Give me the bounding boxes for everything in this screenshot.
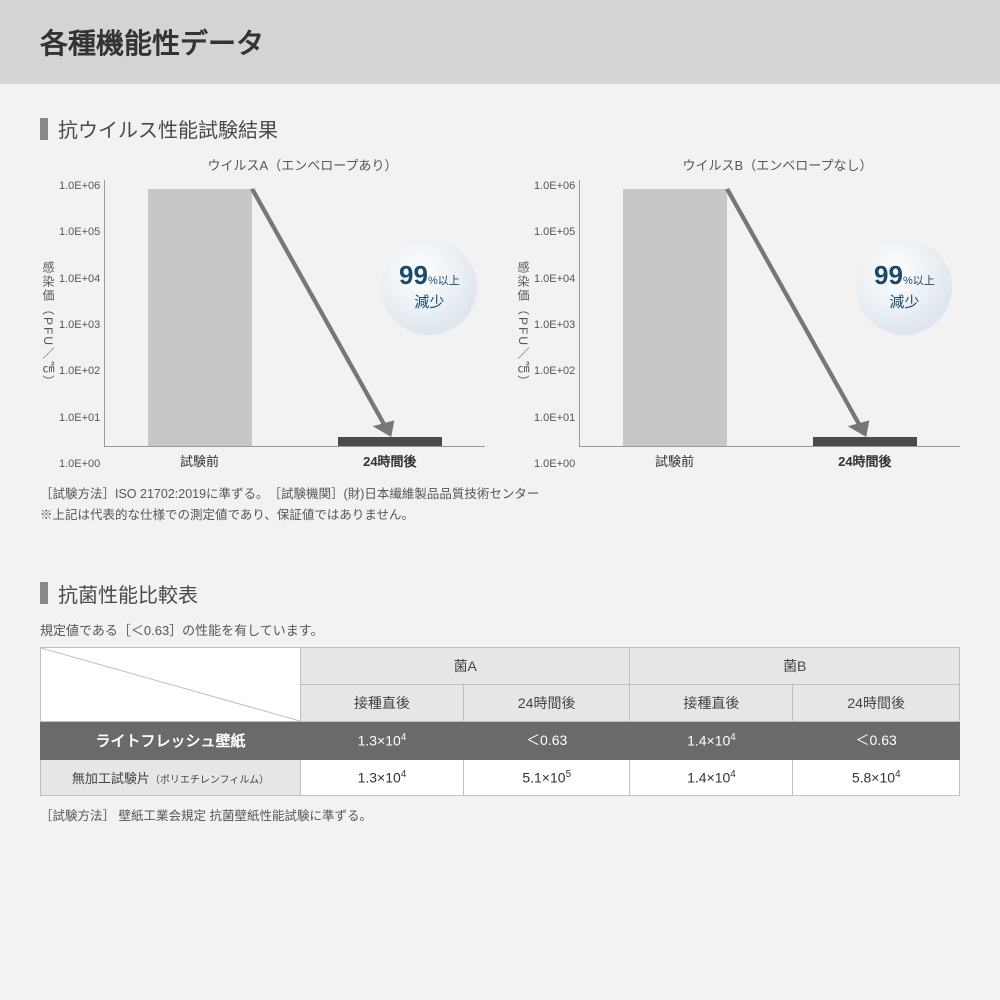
charts-row: ウイルスA（エンベロープあり）感染価（PFU／㎠）1.0E+061.0E+051… bbox=[40, 155, 960, 470]
table-row: 無加工試験片（ポリエチレンフィルム）1.3×1045.1×1051.4×1045… bbox=[41, 759, 960, 795]
x-ticks: 試験前24時間後 bbox=[579, 451, 960, 470]
x-tick: 24時間後 bbox=[295, 451, 485, 470]
section2-title: 抗菌性能比較表 bbox=[40, 579, 960, 608]
section2-subhead: 規定値である［＜0.63］の性能を有しています。 bbox=[40, 620, 960, 639]
plot-area: 99%以上減少 bbox=[104, 180, 485, 447]
page-title: 各種機能性データ bbox=[0, 0, 1000, 84]
y-tick: 1.0E+02 bbox=[534, 365, 575, 377]
table-cell: 5.1×105 bbox=[463, 759, 630, 795]
comparison-table: 菌A菌B接種直後24時間後接種直後24時間後 ライトフレッシュ壁紙1.3×104… bbox=[40, 647, 960, 796]
content: 抗ウイルス性能試験結果 ウイルスA（エンベロープあり）感染価（PFU／㎠）1.0… bbox=[0, 84, 1000, 827]
sub-header: 24時間後 bbox=[793, 684, 960, 721]
group-header: 菌A bbox=[301, 647, 630, 684]
reduction-badge: 99%以上減少 bbox=[381, 239, 477, 335]
sub-header: 接種直後 bbox=[630, 684, 793, 721]
y-ticks: 1.0E+06 1.0E+05 1.0E+04 1.0E+03 1.0E+02 1.0E+… bbox=[534, 180, 579, 470]
table-cell: 1.3×104 bbox=[301, 759, 464, 795]
y-ticks: 1.0E+06 1.0E+05 1.0E+04 1.0E+03 1.0E+02 1.0E+… bbox=[59, 180, 104, 470]
footnote-line2: ※上記は代表的な仕様での測定値であり、保証値ではありません。 bbox=[40, 505, 960, 526]
table-head: 菌A菌B接種直後24時間後接種直後24時間後 bbox=[41, 647, 960, 721]
chart-block: ウイルスB（エンベロープなし）感染価（PFU／㎠）1.0E+061.0E+051… bbox=[515, 155, 960, 470]
table-cell: 1.4×104 bbox=[630, 721, 793, 759]
y-tick: 1.0E+03 bbox=[59, 319, 100, 331]
x-ticks: 試験前24時間後 bbox=[104, 451, 485, 470]
y-tick: 1.0E+06 bbox=[59, 180, 100, 192]
y-tick: 1.0E+01 bbox=[59, 412, 100, 424]
x-tick: 試験前 bbox=[104, 451, 294, 470]
y-axis-label: 感染価（PFU／㎠） bbox=[40, 261, 59, 389]
y-tick: 1.0E+00 bbox=[534, 458, 575, 470]
table-cell: 1.4×104 bbox=[630, 759, 793, 795]
chart-block: ウイルスA（エンベロープあり）感染価（PFU／㎠）1.0E+061.0E+051… bbox=[40, 155, 485, 470]
y-tick: 1.0E+04 bbox=[534, 273, 575, 285]
y-tick: 1.0E+02 bbox=[59, 365, 100, 377]
table-body: ライトフレッシュ壁紙1.3×104＜0.631.4×104＜0.63無加工試験片… bbox=[41, 721, 960, 795]
chart-caption: ウイルスA（エンベロープあり） bbox=[40, 155, 485, 174]
y-tick: 1.0E+05 bbox=[59, 226, 100, 238]
footnote-line1: ［試験方法］ISO 21702:2019に準ずる。 ［試験機関］(財)日本繊維製… bbox=[40, 484, 960, 505]
table-cell: ＜0.63 bbox=[793, 721, 960, 759]
chart-caption: ウイルスB（エンベロープなし） bbox=[515, 155, 960, 174]
row-label: 無加工試験片（ポリエチレンフィルム） bbox=[41, 759, 301, 795]
y-tick: 1.0E+01 bbox=[534, 412, 575, 424]
sub-header: 接種直後 bbox=[301, 684, 464, 721]
sub-header: 24時間後 bbox=[463, 684, 630, 721]
x-tick: 24時間後 bbox=[770, 451, 960, 470]
section2-footnote: ［試験方法］ 壁紙工業会規定 抗菌壁紙性能試験に準ずる。 bbox=[40, 806, 960, 827]
section1-footnote: ［試験方法］ISO 21702:2019に準ずる。 ［試験機関］(財)日本繊維製… bbox=[40, 484, 960, 527]
reduction-badge: 99%以上減少 bbox=[856, 239, 952, 335]
table-row: ライトフレッシュ壁紙1.3×104＜0.631.4×104＜0.63 bbox=[41, 721, 960, 759]
y-tick: 1.0E+03 bbox=[534, 319, 575, 331]
y-tick: 1.0E+06 bbox=[534, 180, 575, 192]
table-cell: ＜0.63 bbox=[463, 721, 630, 759]
x-tick: 試験前 bbox=[579, 451, 769, 470]
row-label: ライトフレッシュ壁紙 bbox=[41, 721, 301, 759]
y-tick: 1.0E+04 bbox=[59, 273, 100, 285]
section1-title: 抗ウイルス性能試験結果 bbox=[40, 114, 960, 143]
table-cell: 5.8×104 bbox=[793, 759, 960, 795]
plot-area: 99%以上減少 bbox=[579, 180, 960, 447]
table-corner bbox=[41, 647, 301, 721]
group-header: 菌B bbox=[630, 647, 960, 684]
y-tick: 1.0E+00 bbox=[59, 458, 100, 470]
y-tick: 1.0E+05 bbox=[534, 226, 575, 238]
table-cell: 1.3×104 bbox=[301, 721, 464, 759]
y-axis-label: 感染価（PFU／㎠） bbox=[515, 261, 534, 389]
